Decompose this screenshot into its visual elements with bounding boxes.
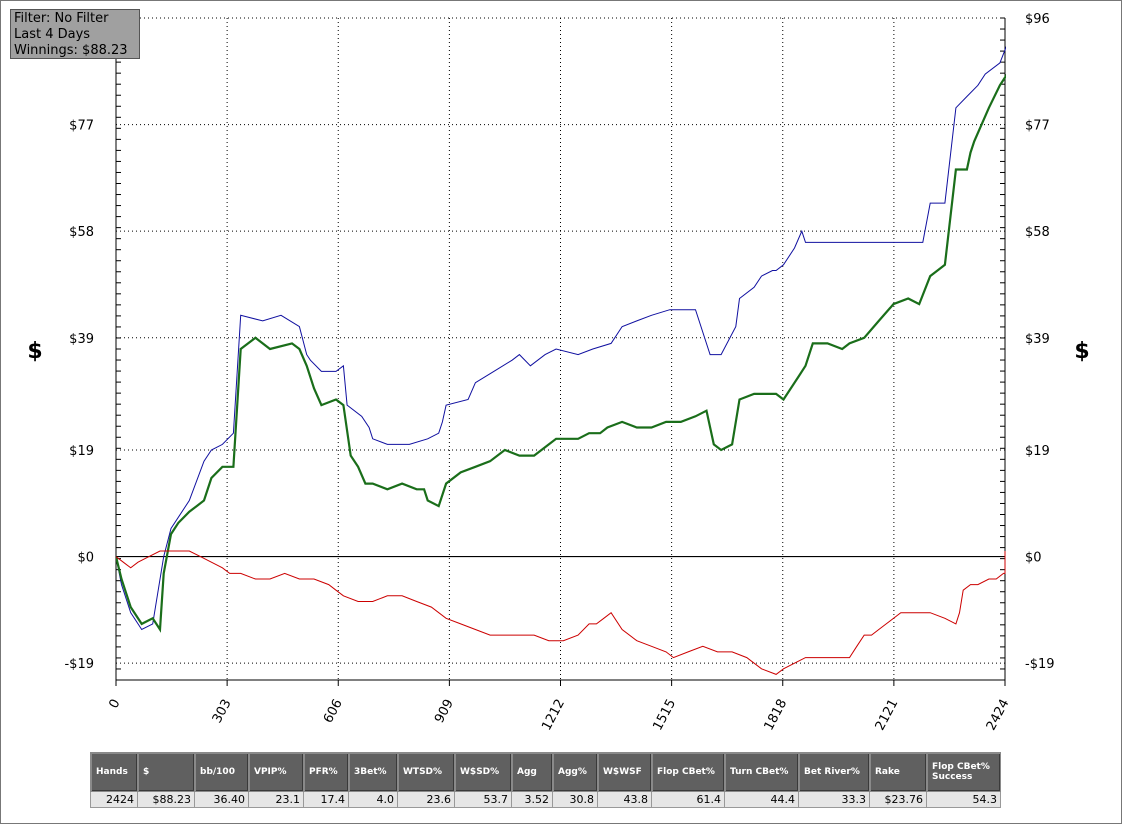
stats-value-cell: $23.76: [869, 791, 927, 808]
stats-value-cell: 43.8: [597, 791, 652, 808]
stats-column-header[interactable]: Flop CBet% Success: [926, 752, 1001, 792]
filter-label: Filter: No Filter: [14, 11, 109, 26]
y-tick-label-left: $19: [69, 444, 94, 459]
stats-value-cell: 61.4: [651, 791, 725, 808]
stats-value-cell: 33.3: [798, 791, 870, 808]
y-tick-label-right: $58: [1025, 225, 1050, 240]
stats-header-row: Hands $ bb/100 VPIP% PFR% 3Bet% WTSD% W$SD% Agg A…: [90, 752, 1001, 792]
grid: [116, 17, 1005, 680]
winnings-label: Winnings: $88.23: [14, 43, 128, 58]
x-tick-label: 2121: [873, 697, 902, 733]
stats-value-cell: 4.0: [348, 791, 398, 808]
series-line-red: [116, 550, 1006, 675]
y-tick-label-left: $0: [77, 551, 94, 566]
series-line-blue: [116, 45, 1006, 631]
stats-column-header[interactable]: Rake: [869, 752, 927, 792]
stats-value-row: 2424 $88.23 36.40 23.1 17.4 4.0 23.6 53.7 3.52 30…: [90, 791, 1001, 808]
stats-value-cell: 23.1: [248, 791, 304, 808]
stats-column-header[interactable]: Flop CBet%: [651, 752, 725, 792]
y-tick-label-left: $58: [69, 225, 94, 240]
stats-value-cell: 44.4: [724, 791, 799, 808]
stats-value-cell: 3.52: [511, 791, 553, 808]
y-tick-label-right: $19: [1025, 444, 1050, 459]
stats-column-header[interactable]: 3Bet%: [348, 752, 398, 792]
x-tick-label: 606: [321, 697, 346, 726]
series-line-green: [116, 73, 1006, 633]
stats-column-header[interactable]: $: [137, 752, 195, 792]
series-lines: [116, 45, 1006, 675]
stats-column-header[interactable]: VPIP%: [248, 752, 304, 792]
x-tick-label: 0: [106, 697, 123, 711]
y-tick-label-right: -$19: [1025, 657, 1055, 672]
y-tick-label-left: $39: [69, 332, 94, 347]
stats-column-header[interactable]: bb/100: [194, 752, 249, 792]
stats-value-cell: 23.6: [397, 791, 455, 808]
stats-column-header[interactable]: Hands: [90, 752, 138, 792]
x-tick-label: 303: [210, 697, 235, 726]
stats-column-header[interactable]: Agg: [511, 752, 553, 792]
x-tick-label: 1818: [762, 697, 791, 733]
stats-column-header[interactable]: W$WSF: [597, 752, 652, 792]
y-tick-label-right: $0: [1025, 551, 1042, 566]
stats-table: Hands $ bb/100 VPIP% PFR% 3Bet% WTSD% W$SD% Agg A…: [90, 752, 1001, 808]
stats-column-header[interactable]: WTSD%: [397, 752, 455, 792]
y-tick-label-right: $77: [1025, 119, 1050, 134]
x-tick-label: 1515: [650, 697, 679, 733]
stats-value-cell: 36.40: [194, 791, 249, 808]
stats-value-cell: 30.8: [552, 791, 598, 808]
axes: 0 303 606 909 1212 1515 1818 2121 2424 -$19 -$19 $0…: [64, 12, 1054, 733]
date-range-label: Last 4 Days: [14, 27, 91, 42]
stats-column-header[interactable]: Agg%: [552, 752, 598, 792]
stats-column-header[interactable]: PFR%: [303, 752, 349, 792]
y-axis-label-left: $: [27, 339, 42, 364]
x-tick-label: 1212: [539, 697, 568, 733]
stats-value-cell: $88.23: [137, 791, 195, 808]
x-tick-label: 2424: [984, 697, 1013, 733]
winnings-graph: 0 303 606 909 1212 1515 1818 2121 2424 -$19 -$19 $0…: [27, 12, 1089, 733]
stats-value-cell: 54.3: [926, 791, 1001, 808]
y-tick-label-right: $96: [1025, 12, 1050, 27]
stats-column-header[interactable]: W$SD%: [454, 752, 512, 792]
stats-value-cell: 2424: [90, 791, 138, 808]
y-tick-label-left: $77: [69, 119, 94, 134]
filter-summary-box: Filter: No Filter Last 4 Days Winnings: …: [10, 9, 140, 59]
y-tick-label-right: $39: [1025, 332, 1050, 347]
x-tick-label: 909: [432, 697, 457, 726]
stats-value-cell: 53.7: [454, 791, 512, 808]
y-axis-label-right: $: [1074, 339, 1089, 364]
stats-column-header[interactable]: Turn CBet%: [724, 752, 799, 792]
stats-value-cell: 17.4: [303, 791, 349, 808]
y-tick-label-left: -$19: [64, 657, 94, 672]
stats-column-header[interactable]: Bet River%: [798, 752, 870, 792]
